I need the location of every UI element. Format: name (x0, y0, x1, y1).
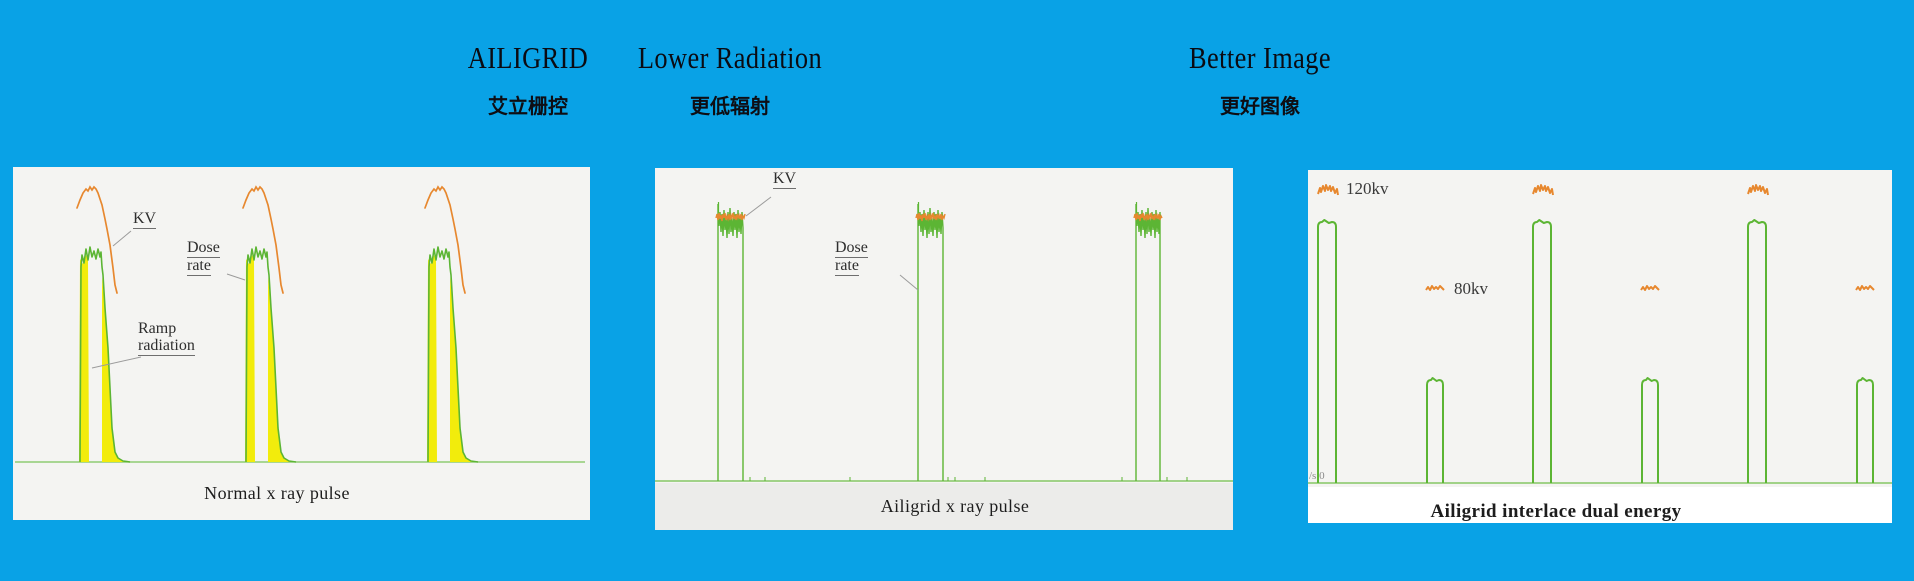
dose-rate-label: Dose rate (835, 239, 868, 276)
kv-marker-120 (1317, 184, 1339, 196)
kv-marker-80 (1640, 285, 1660, 291)
kv-noise-line (1133, 212, 1163, 222)
ramp-radiation-label-text: radiation (138, 336, 195, 356)
scale-readout: /s 0 (1309, 470, 1325, 483)
kv-label-text: KV (773, 170, 797, 189)
dose-rate-label: Dose rate (187, 239, 220, 276)
caption-band (1308, 487, 1892, 523)
pulse-120kv (1532, 219, 1552, 483)
kv-noise-line (915, 212, 946, 222)
ramp-radiation-label-leader-line (91, 356, 142, 369)
dose-rate-pulse (717, 203, 744, 481)
chart-caption-ailigrid: Ailigrid x ray pulse (880, 496, 1030, 516)
caption-band (655, 483, 1233, 530)
ramp-radiation-label-text: Ramp (138, 320, 177, 337)
kv-label-leader-line (112, 230, 132, 247)
dose-rate-label-leader-line (899, 274, 919, 291)
page-title-better-image: Better Image (1189, 40, 1331, 75)
dose-rate-pulse (1135, 203, 1161, 481)
pulse-80kv (1856, 377, 1874, 483)
dose-rate-curve (245, 246, 297, 463)
ramp-radiation-area (268, 277, 292, 462)
dose-rate-label-leader-line (226, 273, 246, 281)
dose-rate-label-text: Dose (835, 239, 868, 258)
kv120-label: 120kv (1346, 180, 1389, 198)
kv80-label: 80kv (1454, 280, 1488, 298)
kv-marker-80 (1425, 285, 1445, 291)
kv-curve (76, 185, 118, 294)
chart-ailigrid-xray-pulse: Ailigrid x ray pulse KV Dose rate (655, 168, 1233, 530)
kv-label-leader-line (745, 196, 772, 217)
kv-label-text: KV (133, 210, 157, 229)
chart-interlace-dual-energy: Ailigrid interlace dual energy 120kv 80kv… (1308, 170, 1892, 523)
ramp-radiation-area (102, 277, 126, 462)
kv-label: KV (773, 170, 797, 189)
dose-rate-curve (79, 246, 131, 463)
pulse-80kv (1426, 377, 1444, 483)
dose-rate-label-text: rate (187, 256, 211, 276)
pulse-80kv (1641, 377, 1659, 483)
dose-rate-label-text: rate (835, 256, 859, 276)
chart-caption-normal: Normal x ray pulse (204, 483, 350, 503)
kv-curve (242, 185, 284, 294)
page-subtitle-cn-1: 艾立栅控 (488, 96, 568, 118)
pulse-120kv (1317, 219, 1337, 483)
page-title-lower-radiation: Lower Radiation (637, 40, 823, 75)
page-subtitle-cn-3: 更好图像 (1220, 96, 1300, 118)
ailigrid-pulse-plot (655, 196, 1233, 482)
dose-rate-pulse (917, 203, 944, 481)
kv-label: KV (133, 210, 157, 229)
dual-energy-plot (1308, 184, 1892, 484)
pulse-120kv (1747, 219, 1767, 483)
kv80-label-text: 80kv (1454, 279, 1488, 298)
ramp-radiation-area (450, 277, 474, 462)
kv-marker-120 (1532, 184, 1554, 196)
kv-marker-120 (1747, 184, 1769, 196)
kv120-label-text: 120kv (1346, 179, 1389, 198)
chart-caption-dual-energy: Ailigrid interlace dual energy (1430, 501, 1682, 522)
kv-marker-80 (1855, 285, 1875, 291)
dose-rate-label-text: Dose (187, 239, 220, 258)
kv-noise-line (715, 212, 746, 222)
ramp-radiation-label: Ramp radiation (138, 320, 195, 356)
scale-readout-text: /s 0 (1309, 470, 1325, 482)
page-subtitle-cn-2: 更低辐射 (690, 96, 770, 118)
kv-curve (424, 185, 466, 294)
normal-pulse-plot (15, 185, 585, 463)
dose-rate-curve (427, 246, 479, 463)
page-title-ailigrid: AILIGRID (467, 40, 589, 75)
chart-normal-xray-pulse: Normal x ray pulse KV Dose rate Ramp radiati… (13, 167, 590, 520)
